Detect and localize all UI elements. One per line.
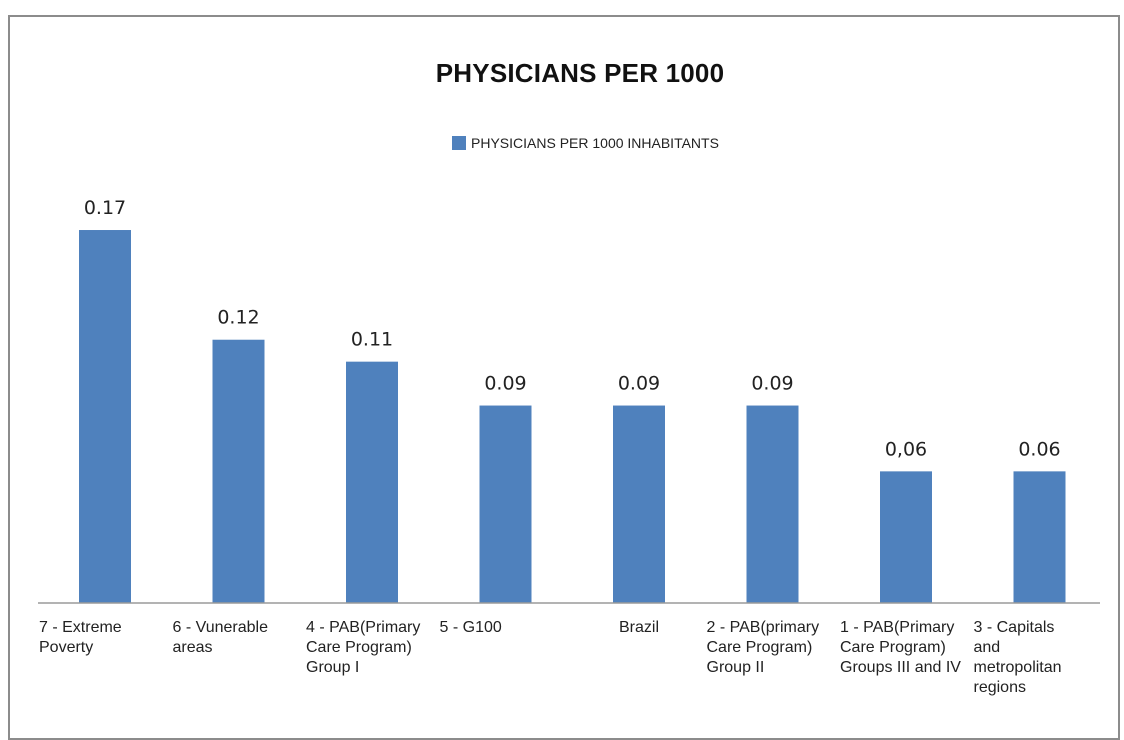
data-label-7: 0,06 <box>885 438 927 460</box>
bar-2 <box>212 339 265 603</box>
bar-8 <box>1013 471 1066 603</box>
data-label-5: 0.09 <box>618 373 660 395</box>
data-label-2: 0.12 <box>217 307 259 329</box>
bar-5 <box>613 405 665 603</box>
data-label-3: 0.11 <box>351 329 393 351</box>
bar-7 <box>880 471 932 603</box>
category-label-5: Brazil <box>619 619 659 636</box>
data-label-4: 0.09 <box>484 373 526 395</box>
category-label-6: 2 - PAB(primary Care Program) Group II <box>707 619 820 676</box>
bar-6 <box>746 405 799 603</box>
chart-title: PHYSICIANS PER 1000 <box>435 58 725 88</box>
chart-legend: PHYSICIANS PER 1000 INHABITANTS <box>452 135 719 151</box>
data-label-6: 0.09 <box>751 373 793 395</box>
category-label-2: 6 - Vunerable areas <box>173 619 269 656</box>
bar-4 <box>479 405 532 603</box>
legend-swatch <box>452 136 466 150</box>
category-label-8: 3 - Capitals and metropolitan regions <box>974 619 1062 696</box>
category-label-7: 1 - PAB(Primary Care Program) Groups III a… <box>840 619 961 676</box>
chart-frame <box>8 15 1120 740</box>
bar-3 <box>346 361 398 603</box>
category-label-1: 7 - Extreme Poverty <box>39 619 122 656</box>
category-label-4: 5 - G100 <box>440 619 502 636</box>
category-label-3: 4 - PAB(Primary Care Program) Group I <box>306 619 420 676</box>
bar-1 <box>79 230 131 603</box>
data-label-1: 0.17 <box>84 197 126 219</box>
legend-label: PHYSICIANS PER 1000 INHABITANTS <box>471 135 719 151</box>
data-label-8: 0.06 <box>1018 438 1060 460</box>
